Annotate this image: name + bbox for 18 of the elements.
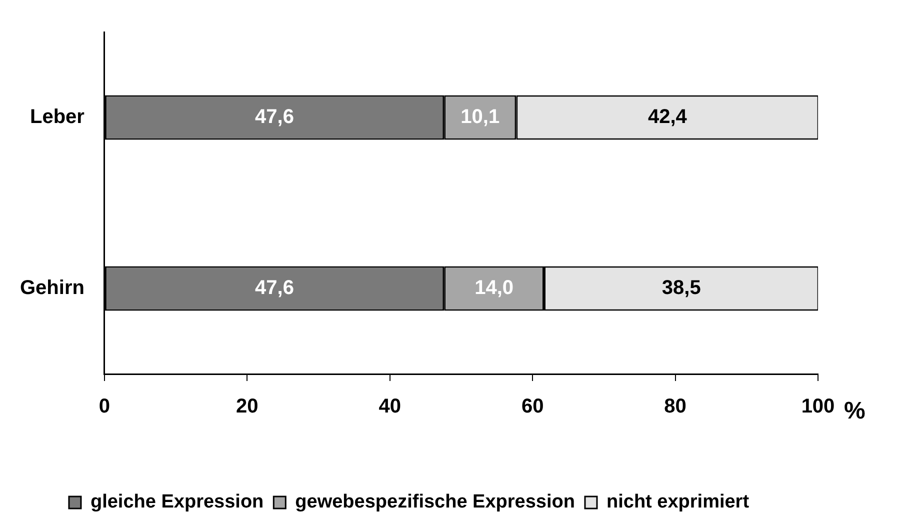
x-tick-label: 20 xyxy=(236,396,258,418)
legend-label: gewebespezifische Expression xyxy=(295,492,575,513)
y-tick-label: Leber xyxy=(30,106,85,128)
x-tick-label: 0 xyxy=(98,396,110,418)
x-axis-title: % xyxy=(844,398,866,425)
x-tick-label: 40 xyxy=(378,396,401,418)
legend-label: gleiche Expression xyxy=(90,492,264,513)
x-tick-label: 80 xyxy=(664,396,686,418)
data-label: 10,1 xyxy=(460,106,500,128)
data-label: 38,5 xyxy=(662,277,701,300)
y-tick-label: Gehirn xyxy=(20,277,84,300)
data-label: 47,6 xyxy=(255,106,294,128)
legend-label: nicht exprimiert xyxy=(606,492,750,513)
x-tick-label: 60 xyxy=(521,396,544,418)
x-tick-label: 100 xyxy=(801,396,835,418)
data-label: 47,6 xyxy=(255,277,294,300)
data-label: 14,0 xyxy=(474,277,514,300)
data-label: 42,4 xyxy=(648,106,688,128)
